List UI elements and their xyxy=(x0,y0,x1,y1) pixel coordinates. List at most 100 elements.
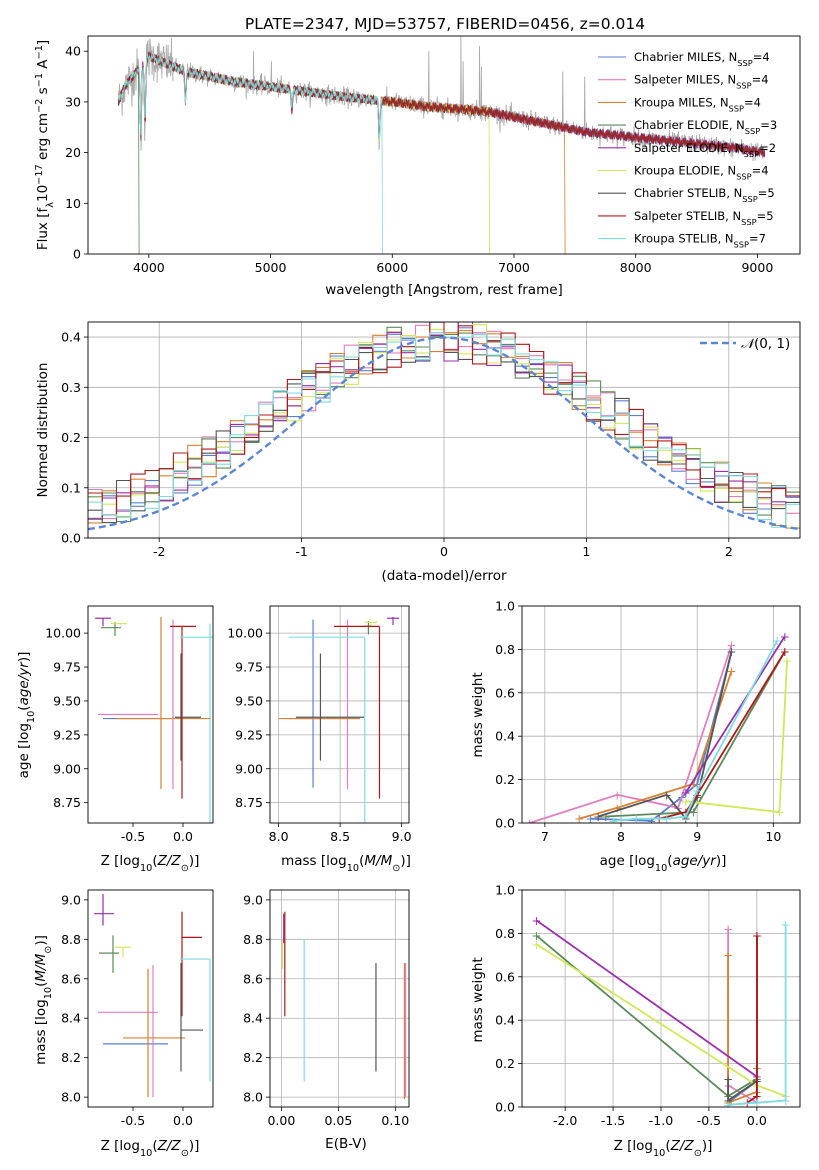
mass-weight-age-marker: + xyxy=(726,639,736,653)
legend-entry-label: Chabrier STELIB, NSSP=5 xyxy=(634,186,775,204)
mass-weight-z-line xyxy=(728,924,787,1106)
mass-weight-age-line xyxy=(597,651,733,821)
mass-weight-age-marker: + xyxy=(780,645,790,659)
legend-entry-label: Kroupa ELODIE, NSSP=4 xyxy=(634,164,769,182)
error-cross-point xyxy=(181,911,202,1017)
mass_weight_vs_Z-xtick-label: -1.5 xyxy=(601,1113,625,1128)
mass_weight_vs_Z-content: ++++++++++++++++++++++++ +++ + ++ xyxy=(531,914,790,1112)
residuals-ytick-label: 0.1 xyxy=(61,480,81,495)
mass-weight-z-marker: + xyxy=(531,929,541,943)
spectrum-xtick-label: 6000 xyxy=(376,260,408,275)
mass-weight-age-marker: + xyxy=(601,810,611,824)
mass-weight-age-marker: + xyxy=(586,812,596,826)
ebv-xlabel: E(B-V) xyxy=(325,1136,367,1152)
mass-weight-z-marker: + xyxy=(723,1072,733,1086)
age_vs_Z-xtick-label: 0.0 xyxy=(173,829,193,844)
mass-weight-z-marker: + xyxy=(723,1098,733,1112)
spectrum-frame xyxy=(87,35,801,255)
mass-weight-age-line xyxy=(613,640,778,822)
age_vs_mass-frame xyxy=(269,605,410,824)
residuals-frame xyxy=(87,321,801,539)
legend-entry-label: Salpeter STELIB, NSSP=5 xyxy=(634,209,774,227)
mass_weight_vs_Z-axes: ++++++++++++++++++++++++ +++ + ++-2.0 -1.5 -1… xyxy=(470,883,801,1159)
legend-entry-label: Kroupa STELIB, NSSP=7 xyxy=(634,232,766,250)
mass-weight-z-marker: + xyxy=(531,938,541,952)
mass_vs_EBV-frame xyxy=(269,889,410,1108)
age-mass-xlabel: mass [log10(M/M⊙)] xyxy=(281,853,411,874)
mass_vs_EBV-ytick-label: 8.8 xyxy=(243,932,263,947)
mass_vs_Z-content xyxy=(94,893,211,1098)
error-cross-point xyxy=(180,623,213,823)
mass_vs_Z-xtick-label: -0.5 xyxy=(121,1113,145,1128)
mass_weight_vs_Z-ytick-label: 0.2 xyxy=(495,1056,515,1071)
mass-weight-age-marker: + xyxy=(692,790,702,804)
mass_weight_vs_age-ytick-label: 0.4 xyxy=(495,729,515,744)
mass_vs_EBV-xtick-label: 0.10 xyxy=(381,1113,409,1128)
mass-weight-z-marker: + xyxy=(752,929,762,943)
mass_weight_vs_age-ytick-label: 0.0 xyxy=(495,816,515,831)
age_vs_Z-ytick-label: 9.50 xyxy=(53,693,81,708)
mass_weight_vs_age-xtick-label: 8 xyxy=(617,829,625,844)
mass-weight-age-marker: + xyxy=(608,814,618,828)
residual-xlabel: (data-model)/error xyxy=(381,568,507,584)
age_vs_mass-xtick-label: 9.0 xyxy=(392,829,412,844)
error-cross-point xyxy=(123,968,185,1098)
residuals-ytick-label: 0.2 xyxy=(61,430,81,445)
residuals-xtick-label: -1 xyxy=(295,544,307,559)
legend-entry-label: Chabrier MILES, NSSP=4 xyxy=(634,50,770,68)
mass-weight-age-marker: + xyxy=(726,645,736,659)
age-z-ylabel: age [log10(age/yr)] xyxy=(16,652,37,779)
residuals-content xyxy=(88,322,800,531)
age_vs_Z-ytick-label: 8.75 xyxy=(53,795,81,810)
mass_vs_EBV-grid xyxy=(270,890,409,1107)
mass-weight-age-marker: + xyxy=(525,817,535,831)
mass-weight-z-marker: + xyxy=(723,1094,733,1108)
error-cross-point xyxy=(175,653,201,761)
error-cross-point xyxy=(115,946,131,958)
error-cross-point xyxy=(95,617,111,627)
error-cross-point xyxy=(116,616,211,790)
mass-weight-age-marker: + xyxy=(692,788,702,802)
mass-weight-z-line xyxy=(746,935,758,1104)
spectrum-ytick-label: 40 xyxy=(65,44,81,59)
residual-legend: 𝒩(0, 1) xyxy=(700,336,790,352)
age_vs_mass-content xyxy=(278,616,400,823)
age_vs_mass-ytick-label: 9.25 xyxy=(235,727,263,742)
mass-weight-age-marker: + xyxy=(612,788,622,802)
mass_vs_EBV-ytick-label: 8.0 xyxy=(243,1090,263,1105)
age_vs_mass-ytick-label: 9.50 xyxy=(235,693,263,708)
mass-weight-age-line xyxy=(605,651,786,818)
residuals-xtick-label: -2 xyxy=(153,544,165,559)
mass-weight-z-marker: + xyxy=(752,1096,762,1110)
error-cross-point xyxy=(295,653,365,761)
mass_weight_vs_Z-ytick-label: 1.0 xyxy=(495,883,515,898)
age_vs_mass-ytick-label: 9.75 xyxy=(235,660,263,675)
spectrum-ytick-label: 0 xyxy=(73,247,81,262)
age-z-xlabel: Z [log10(Z/Z⊙)] xyxy=(101,853,200,874)
spectrum-xtick-label: 4000 xyxy=(133,260,165,275)
mass-weight-age-marker: + xyxy=(772,634,782,648)
mass_vs_Z-axes: -0.5 0.0 8.0 8.2 8.4 8.6 8.8 9.0 Z [log10(Z/Z⊙)]… xyxy=(33,889,214,1159)
mass_weight_vs_age-xtick-label: 7 xyxy=(541,829,549,844)
age_vs_mass-ytick-label: 9.00 xyxy=(235,761,263,776)
mass-weight-age-marker: + xyxy=(681,786,691,800)
mass_weight_vs_Z-frame xyxy=(521,889,801,1108)
mass-weight-z-line xyxy=(535,919,758,1078)
mass-weight-age-marker: + xyxy=(681,812,691,826)
mass_weight_vs_Z-ytick-label: 0.6 xyxy=(495,969,515,984)
mass_weight_vs_Z-xtick-label: -0.5 xyxy=(697,1113,721,1128)
mass-weight-age-marker: + xyxy=(574,812,584,826)
mass-weight-age-marker: + xyxy=(631,812,641,826)
spectrum-xtick-label: 7000 xyxy=(498,260,530,275)
spectrum-xtick-label: 9000 xyxy=(741,260,773,275)
residuals-xtick-label: 1 xyxy=(582,544,590,559)
error-cross-point xyxy=(94,893,114,926)
spectrum-model-line xyxy=(118,53,566,254)
mass-weight-z-marker: + xyxy=(531,914,541,928)
spectrum-ytick-label: 10 xyxy=(65,196,81,211)
error-cross-point xyxy=(180,958,211,1082)
mw-z-ylabel: mass weight xyxy=(470,957,486,1042)
mass-weight-age-marker: + xyxy=(692,777,702,791)
mass_vs_EBV-ytick-label: 9.0 xyxy=(243,892,263,907)
